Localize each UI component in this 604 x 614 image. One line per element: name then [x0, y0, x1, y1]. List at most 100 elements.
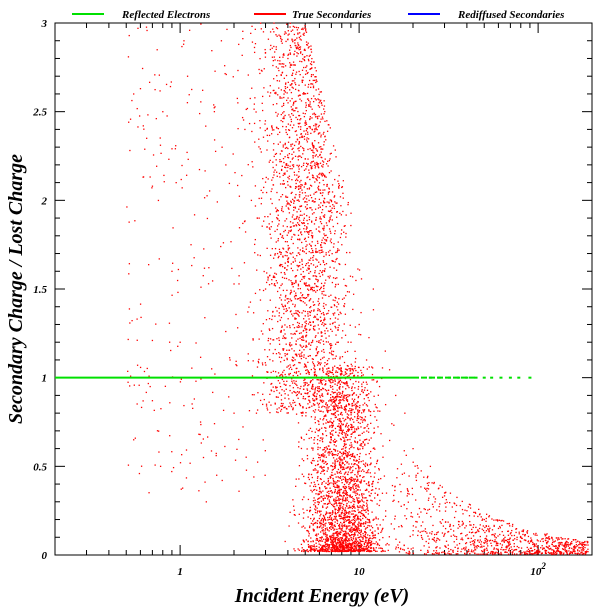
- true-secondaries-point: [346, 462, 348, 464]
- true-secondaries-point: [284, 384, 287, 386]
- true-secondaries-point: [302, 266, 304, 269]
- true-secondaries-point: [373, 410, 375, 412]
- true-secondaries-point: [303, 512, 305, 514]
- true-secondaries-point: [286, 380, 288, 382]
- true-secondaries-point: [283, 359, 285, 362]
- true-secondaries-point: [308, 343, 310, 345]
- true-secondaries-point: [315, 533, 318, 535]
- true-secondaries-point: [303, 169, 306, 171]
- true-secondaries-point: [306, 139, 308, 141]
- true-secondaries-point: [334, 312, 336, 314]
- true-secondaries-point: [338, 463, 341, 466]
- true-secondaries-point: [338, 249, 340, 251]
- true-secondaries-point: [338, 544, 340, 546]
- true-secondaries-point: [317, 463, 320, 465]
- true-secondaries-point: [360, 480, 362, 483]
- true-secondaries-point: [344, 368, 347, 370]
- true-secondaries-point: [330, 404, 332, 406]
- true-secondaries-point: [322, 437, 324, 439]
- true-secondaries-point: [328, 220, 330, 222]
- true-secondaries-point: [305, 372, 307, 375]
- true-secondaries-point: [336, 538, 339, 541]
- true-secondaries-point: [304, 49, 306, 52]
- true-secondaries-point: [352, 383, 354, 385]
- true-secondaries-point: [343, 432, 346, 434]
- true-secondaries-point: [342, 550, 344, 553]
- true-secondaries-point: [347, 473, 349, 476]
- true-secondaries-point: [320, 312, 323, 315]
- true-secondaries-point: [321, 274, 324, 276]
- true-secondaries-point: [340, 549, 342, 552]
- true-secondaries-point: [320, 218, 322, 220]
- true-secondaries-point: [353, 421, 355, 423]
- true-secondaries-point: [336, 389, 338, 391]
- true-secondaries-point: [320, 491, 322, 493]
- true-secondaries-point: [330, 518, 332, 521]
- true-secondaries-point: [349, 370, 351, 372]
- true-secondaries-point: [317, 324, 319, 326]
- true-secondaries-point: [338, 485, 340, 487]
- true-secondaries-point: [291, 359, 293, 361]
- true-secondaries-point: [318, 99, 320, 101]
- true-secondaries-point: [283, 369, 285, 372]
- true-secondaries-point: [307, 98, 309, 100]
- true-secondaries-point: [329, 153, 331, 155]
- true-secondaries-point: [269, 92, 272, 94]
- true-secondaries-point: [327, 452, 329, 454]
- true-secondaries-point: [355, 480, 358, 482]
- true-secondaries-point: [286, 349, 288, 351]
- true-secondaries-point: [320, 513, 322, 515]
- true-secondaries-point: [279, 153, 282, 155]
- true-secondaries-point: [338, 174, 340, 177]
- true-secondaries-point: [290, 145, 292, 147]
- true-secondaries-point: [289, 221, 292, 223]
- true-secondaries-point: [298, 114, 301, 117]
- true-secondaries-point: [364, 444, 366, 446]
- true-secondaries-point: [330, 209, 332, 211]
- true-secondaries-point: [352, 533, 354, 536]
- true-secondaries-point: [293, 39, 295, 41]
- true-secondaries-point: [340, 452, 343, 455]
- true-secondaries-point: [324, 518, 327, 520]
- true-secondaries-point: [338, 432, 341, 434]
- true-secondaries-point: [366, 541, 368, 544]
- true-secondaries-point: [320, 244, 322, 246]
- true-secondaries-point: [344, 507, 347, 509]
- true-secondaries-point: [340, 429, 343, 431]
- true-secondaries-point: [350, 531, 352, 533]
- true-secondaries-point: [297, 283, 300, 285]
- true-secondaries-point: [291, 392, 293, 394]
- true-secondaries-point: [322, 546, 324, 549]
- true-secondaries-point: [334, 396, 337, 398]
- true-secondaries-point: [274, 371, 277, 373]
- true-secondaries-point: [314, 272, 316, 274]
- true-secondaries-point: [377, 527, 379, 529]
- true-secondaries-point: [276, 228, 278, 231]
- true-secondaries-point: [309, 270, 312, 273]
- true-secondaries-point: [359, 515, 362, 518]
- true-secondaries-point: [328, 228, 331, 230]
- true-secondaries-point: [329, 538, 332, 541]
- true-secondaries-point: [364, 549, 366, 551]
- true-secondaries-point: [317, 176, 319, 178]
- true-secondaries-point: [306, 328, 308, 331]
- true-secondaries-point: [312, 147, 315, 149]
- true-secondaries-point: [364, 535, 366, 537]
- true-secondaries-point: [282, 349, 284, 351]
- true-secondaries-point: [368, 366, 370, 368]
- true-secondaries-point: [362, 537, 364, 539]
- true-secondaries-point: [317, 309, 319, 312]
- true-secondaries-point: [308, 105, 311, 107]
- true-secondaries-point: [318, 510, 321, 512]
- true-secondaries-point: [324, 383, 327, 386]
- true-secondaries-point: [335, 202, 337, 204]
- true-secondaries-point: [334, 502, 336, 505]
- true-secondaries-point: [293, 64, 296, 66]
- true-secondaries-point: [323, 343, 325, 345]
- true-secondaries-point: [374, 534, 376, 536]
- true-secondaries-point: [328, 191, 331, 193]
- true-secondaries-point: [283, 230, 285, 233]
- true-secondaries-point: [370, 489, 373, 491]
- true-secondaries-point: [319, 206, 321, 208]
- true-secondaries-point: [335, 515, 337, 518]
